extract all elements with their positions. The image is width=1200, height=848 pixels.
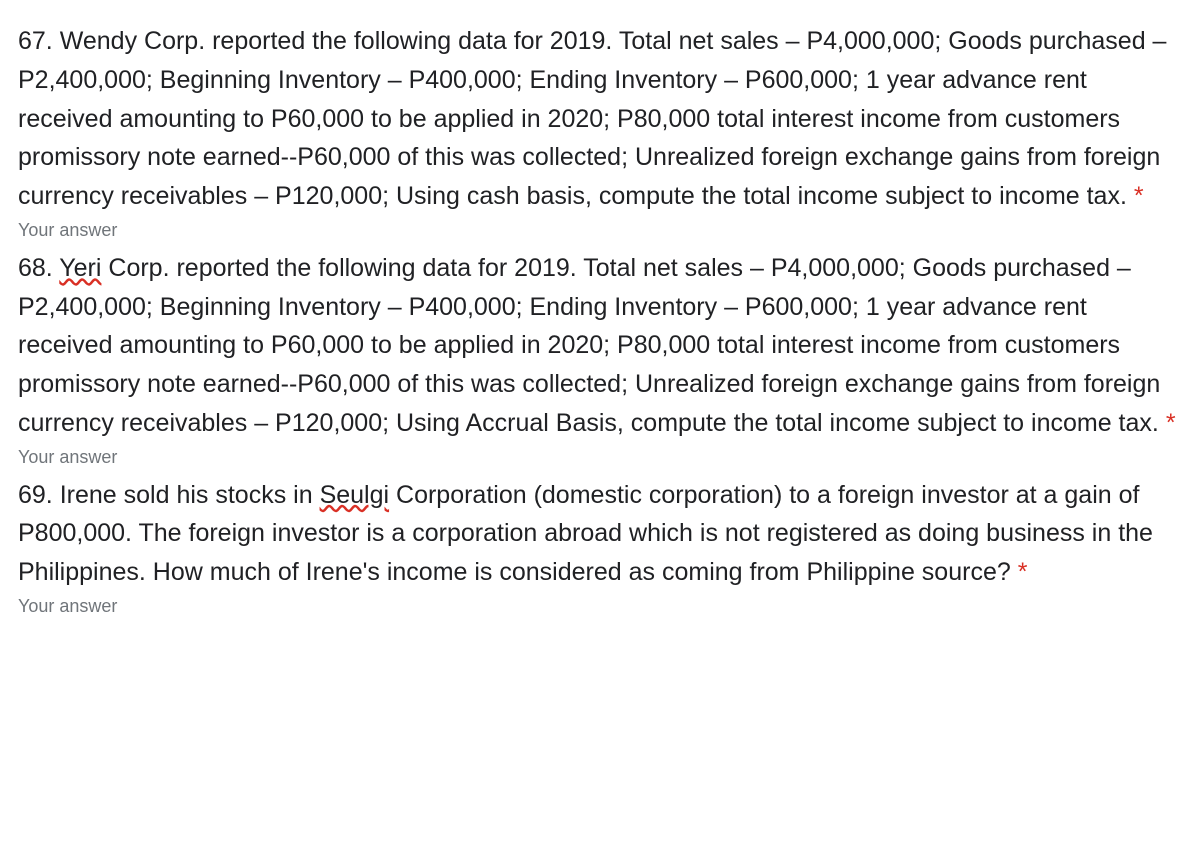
answer-label-67[interactable]: Your answer: [18, 220, 1182, 241]
required-star: *: [1166, 409, 1176, 437]
question-68-number: 68.: [18, 254, 53, 282]
question-67: 67. Wendy Corp. reported the following d…: [18, 22, 1182, 241]
question-67-text: 67. Wendy Corp. reported the following d…: [18, 22, 1182, 216]
question-69: 69. Irene sold his stocks in Seulgi Corp…: [18, 476, 1182, 617]
required-star: *: [1134, 182, 1144, 210]
question-67-corp: Wendy: [60, 27, 137, 55]
question-67-number: 67.: [18, 27, 53, 55]
question-68-body: Corp. reported the following data for 20…: [18, 254, 1166, 437]
cutoff-previous: [18, 8, 1182, 20]
answer-label-69[interactable]: Your answer: [18, 596, 1182, 617]
required-star: *: [1018, 558, 1028, 586]
question-69-corp: Seulgi: [320, 481, 390, 509]
question-68: 68. Yeri Corp. reported the following da…: [18, 249, 1182, 468]
answer-label-68[interactable]: Your answer: [18, 447, 1182, 468]
question-69-text: 69. Irene sold his stocks in Seulgi Corp…: [18, 476, 1182, 592]
question-67-body: Corp. reported the following data for 20…: [18, 27, 1166, 210]
question-69-pre: Irene sold his stocks in: [53, 481, 320, 509]
question-69-number: 69.: [18, 481, 53, 509]
question-68-corp: Yeri: [59, 254, 101, 282]
question-68-text: 68. Yeri Corp. reported the following da…: [18, 249, 1182, 443]
